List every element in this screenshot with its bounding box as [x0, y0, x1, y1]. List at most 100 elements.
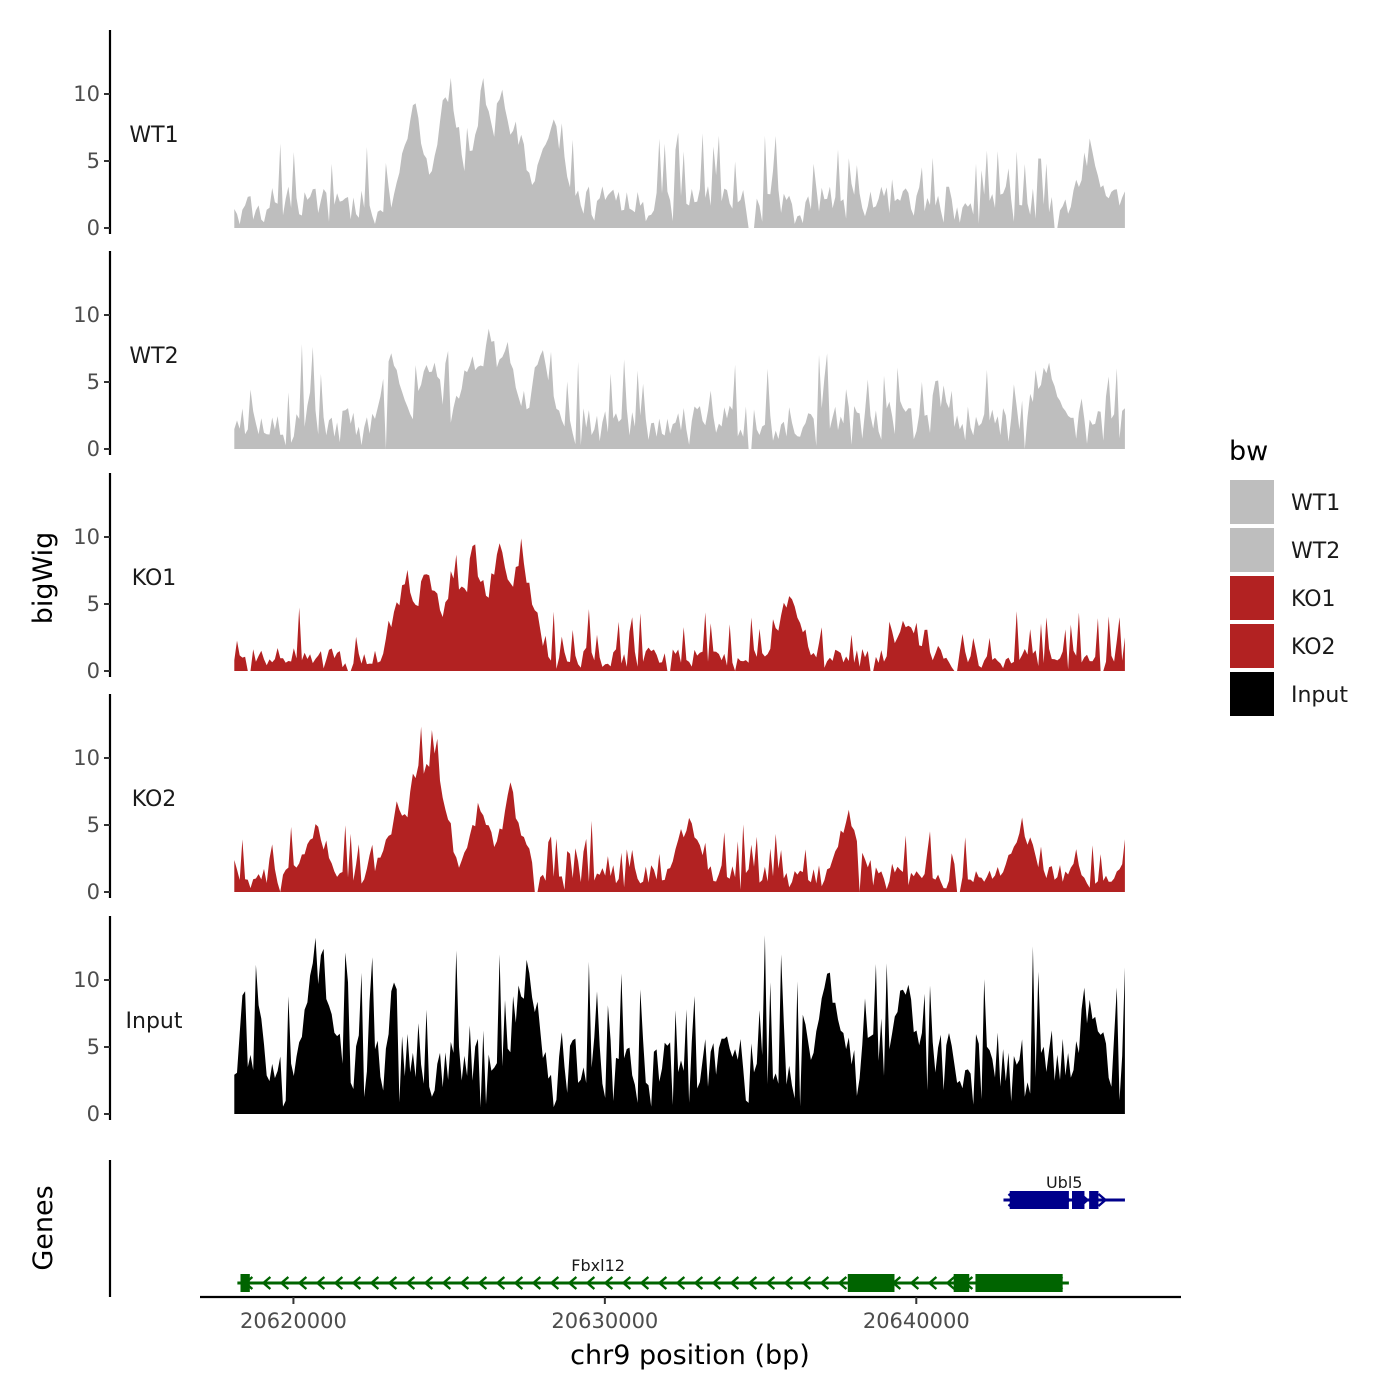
- coverage-area-ko2: [234, 726, 1125, 892]
- track-ko2: 0 5 10 KO2: [73, 694, 1125, 904]
- strand-arrow: [945, 1276, 956, 1290]
- genes-panel: Ubl5 Fbxl12: [108, 1160, 1125, 1297]
- legend-swatch: [1230, 672, 1274, 716]
- y-tick-label: 5: [87, 592, 100, 616]
- strand-arrow: [279, 1276, 290, 1290]
- strand-arrow: [765, 1276, 776, 1290]
- legend-label: WT2: [1291, 539, 1340, 564]
- strand-arrow: [603, 1276, 614, 1290]
- coverage-area-wt1: [234, 77, 1125, 229]
- strand-arrow: [801, 1276, 812, 1290]
- strand-arrow: [729, 1276, 740, 1290]
- strand-arrow: [693, 1276, 704, 1290]
- strand-arrow: [315, 1276, 326, 1290]
- gene-exon: [1072, 1191, 1085, 1209]
- legend-item-ko2: KO2: [1230, 624, 1336, 668]
- strand-arrow: [423, 1276, 434, 1290]
- strand-arrow: [657, 1276, 668, 1290]
- track-label: KO2: [132, 787, 177, 812]
- y-tick-label: 5: [87, 1035, 100, 1059]
- strand-arrow: [1097, 1193, 1108, 1207]
- y-tick-label: 5: [87, 370, 100, 394]
- legend-item-ko1: KO1: [1230, 576, 1336, 620]
- legend-swatch: [1230, 624, 1274, 668]
- genes-axis-title: Genes: [28, 1185, 59, 1270]
- strand-arrow: [621, 1276, 632, 1290]
- y-tick-label: 5: [87, 813, 100, 837]
- legend-swatch: [1230, 528, 1274, 572]
- track-wt2: 0 5 10 WT2: [73, 251, 1125, 461]
- legend-title: bw: [1229, 436, 1268, 467]
- track-wt1: 0 5 10 WT1: [73, 30, 1125, 240]
- y-tick-label: 10: [73, 968, 100, 992]
- track-label: WT1: [129, 123, 178, 148]
- legend-item-input: Input: [1230, 672, 1348, 716]
- strand-arrow: [351, 1276, 362, 1290]
- strand-arrow: [513, 1276, 524, 1290]
- strand-arrow: [711, 1276, 722, 1290]
- legend-item-wt2: WT2: [1230, 528, 1340, 572]
- track-label: WT2: [129, 344, 178, 369]
- strand-arrow: [747, 1276, 758, 1290]
- y-tick-label: 0: [87, 659, 100, 683]
- gene-exon: [1089, 1191, 1099, 1209]
- strand-arrow: [261, 1276, 272, 1290]
- strand-arrow: [585, 1276, 596, 1290]
- coverage-area-ko1: [234, 538, 1125, 671]
- y-tick-label: 0: [87, 1102, 100, 1126]
- y-tick-label: 5: [87, 149, 100, 173]
- x-axis-title: chr9 position (bp): [570, 1340, 810, 1371]
- gene-ubl5: Ubl5: [1003, 1173, 1125, 1209]
- track-input: 0 5 10 Input: [73, 916, 1125, 1126]
- coverage-area-wt2: [234, 328, 1125, 449]
- y-tick-label: 10: [73, 525, 100, 549]
- strand-arrow: [297, 1276, 308, 1290]
- gene-label: Fbxl12: [571, 1256, 625, 1275]
- strand-arrow: [405, 1276, 416, 1290]
- track-ko1: 0 5 10 KO1: [73, 473, 1125, 683]
- legend-label: KO1: [1291, 587, 1336, 612]
- strand-arrow: [819, 1276, 830, 1290]
- strand-arrow: [387, 1276, 398, 1290]
- track-label: KO1: [132, 566, 177, 591]
- y-tick-label: 0: [87, 216, 100, 240]
- gene-exon: [1009, 1191, 1069, 1209]
- y-tick-label: 10: [73, 746, 100, 770]
- strand-arrow: [567, 1276, 578, 1290]
- legend-label: WT1: [1291, 491, 1340, 516]
- strand-arrow: [495, 1276, 506, 1290]
- strand-arrow: [675, 1276, 686, 1290]
- strand-arrow: [333, 1276, 344, 1290]
- strand-arrow: [837, 1276, 848, 1290]
- y-axis-title: bigWig: [28, 532, 59, 625]
- legend: bw WT1 WT2 KO1 KO2 Input: [1229, 436, 1348, 716]
- strand-arrow: [783, 1276, 794, 1290]
- y-tick-label: 10: [73, 82, 100, 106]
- strand-arrow: [459, 1276, 470, 1290]
- legend-swatch: [1230, 480, 1274, 524]
- x-axis: 20620000 20630000 20640000: [200, 1295, 1181, 1333]
- gene-exon: [975, 1274, 1063, 1292]
- legend-label: KO2: [1291, 635, 1336, 660]
- coverage-area-input: [234, 935, 1125, 1114]
- strand-arrow: [909, 1276, 920, 1290]
- y-tick-label: 0: [87, 437, 100, 461]
- strand-arrow: [441, 1276, 452, 1290]
- x-tick-label: 20630000: [551, 1309, 658, 1333]
- legend-swatch: [1230, 576, 1274, 620]
- gene-fbxl12: Fbxl12: [237, 1256, 1069, 1292]
- coverage-tracks: 0 5 10 WT1 0 5 10 WT2 0 5 10 KO1 0 5 10 KO2 0 5 10 Input: [73, 30, 1125, 1126]
- strand-arrow: [369, 1276, 380, 1290]
- gene-exon: [847, 1274, 895, 1292]
- strand-arrow: [549, 1276, 560, 1290]
- strand-arrow: [927, 1276, 938, 1290]
- gene-exon: [953, 1274, 970, 1292]
- y-tick-label: 10: [73, 303, 100, 327]
- gene-exon: [240, 1274, 250, 1292]
- legend-label: Input: [1291, 683, 1348, 708]
- strand-arrow: [531, 1276, 542, 1290]
- x-tick-label: 20640000: [863, 1309, 970, 1333]
- strand-arrow: [477, 1276, 488, 1290]
